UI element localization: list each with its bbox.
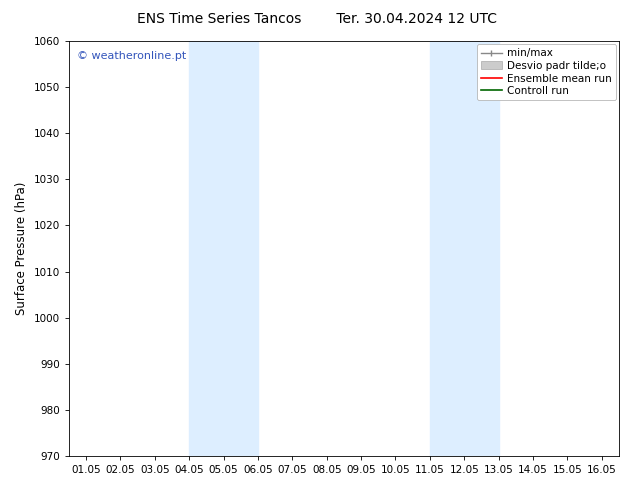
Legend: min/max, Desvio padr tilde;o, Ensemble mean run, Controll run: min/max, Desvio padr tilde;o, Ensemble m… <box>477 44 616 100</box>
Text: © weatheronline.pt: © weatheronline.pt <box>77 51 186 61</box>
Bar <box>189 41 258 456</box>
Bar <box>430 41 499 456</box>
Y-axis label: Surface Pressure (hPa): Surface Pressure (hPa) <box>15 182 28 315</box>
Text: ENS Time Series Tancos        Ter. 30.04.2024 12 UTC: ENS Time Series Tancos Ter. 30.04.2024 1… <box>137 12 497 26</box>
